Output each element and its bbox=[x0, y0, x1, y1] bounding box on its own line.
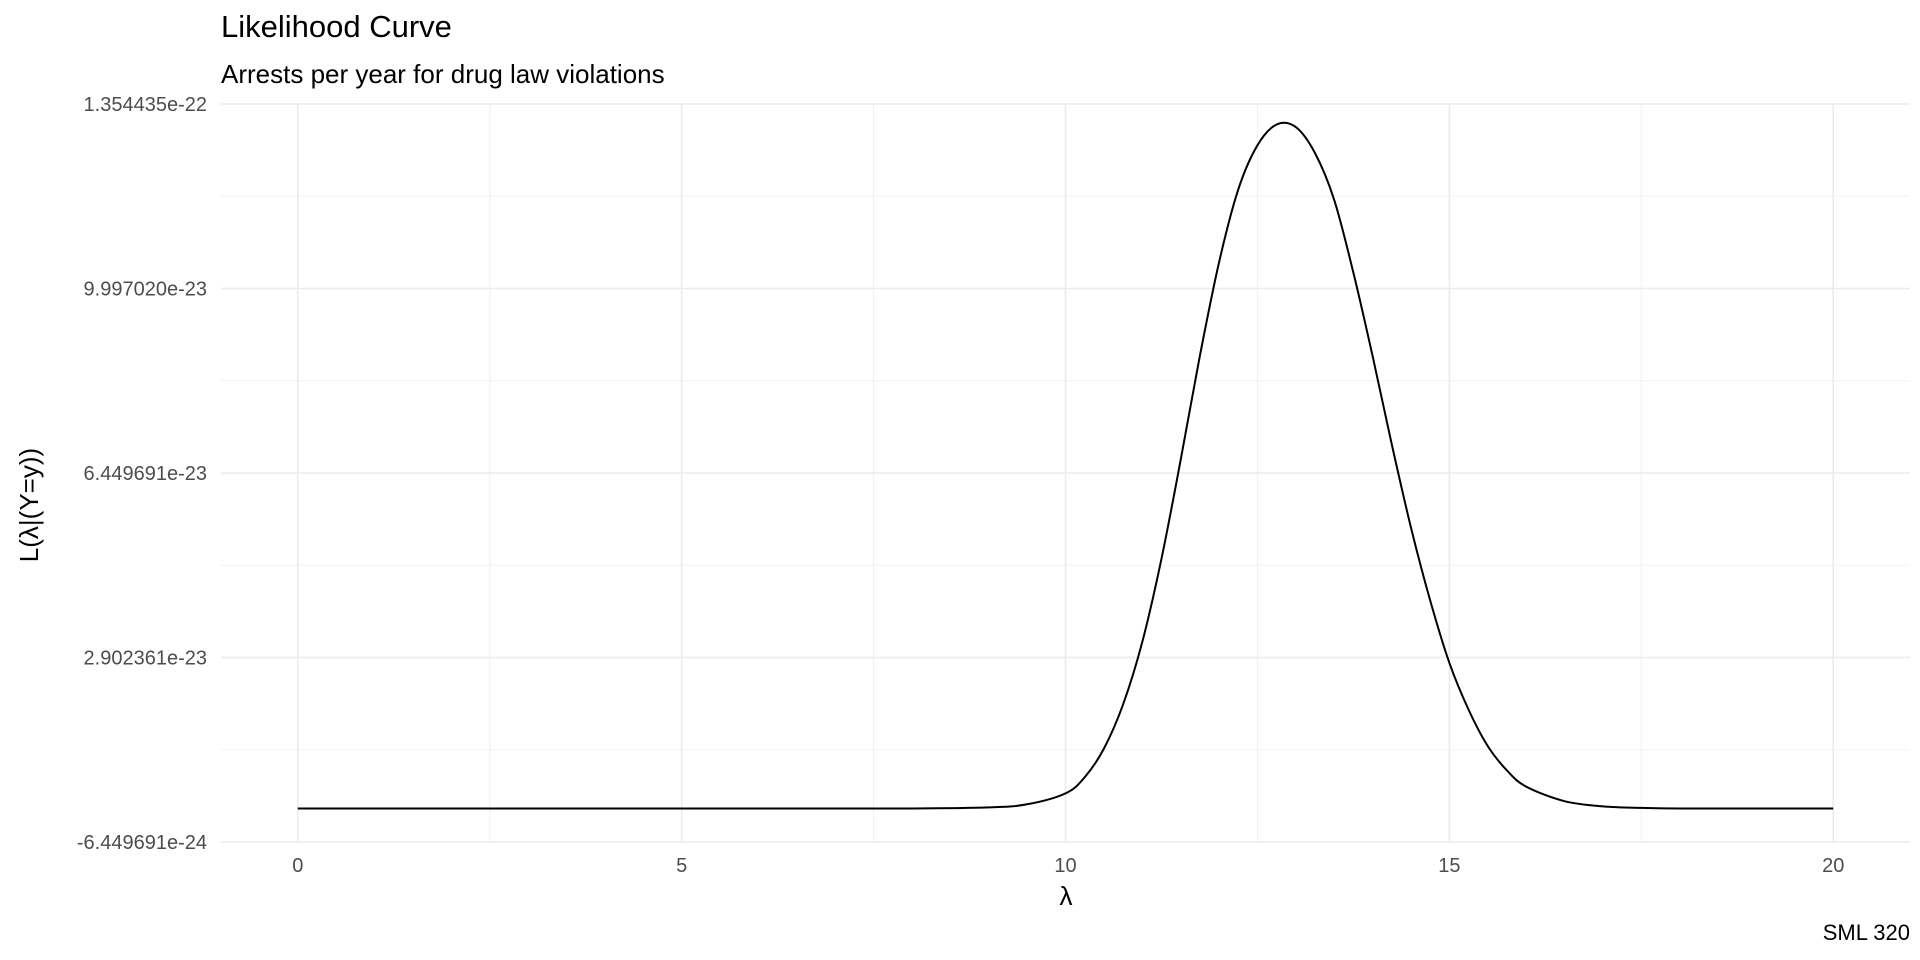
y-tick-label: 9.997020e-23 bbox=[84, 279, 207, 301]
y-axis-label: L(λ|(Y=y)) bbox=[14, 448, 44, 562]
x-tick-label: 15 bbox=[1438, 855, 1460, 877]
y-tick-label: -6.449691e-24 bbox=[77, 832, 207, 854]
y-axis-ticks: -6.449691e-24 2.902361e-23 6.449691e-23 9.9… bbox=[77, 94, 207, 854]
y-tick-label: 1.354435e-22 bbox=[84, 94, 207, 116]
x-tick-label: 20 bbox=[1822, 855, 1844, 877]
y-tick-label: 6.449691e-23 bbox=[84, 463, 207, 485]
x-axis-ticks: 0 5 10 15 20 bbox=[292, 855, 1844, 877]
likelihood-line bbox=[297, 121, 1834, 810]
x-tick-label: 0 bbox=[292, 855, 303, 877]
y-tick-label: 2.902361e-23 bbox=[84, 648, 207, 670]
x-tick-label: 10 bbox=[1054, 855, 1076, 877]
x-axis-label: λ bbox=[1060, 881, 1073, 911]
chart-title: Likelihood Curve bbox=[221, 9, 452, 44]
grid-major bbox=[221, 103, 1910, 843]
chart-caption: SML 320 bbox=[1822, 920, 1910, 945]
series-group bbox=[297, 121, 1834, 810]
chart-subtitle: Arrests per year for drug law violations bbox=[221, 59, 665, 89]
x-tick-label: 5 bbox=[676, 855, 687, 877]
